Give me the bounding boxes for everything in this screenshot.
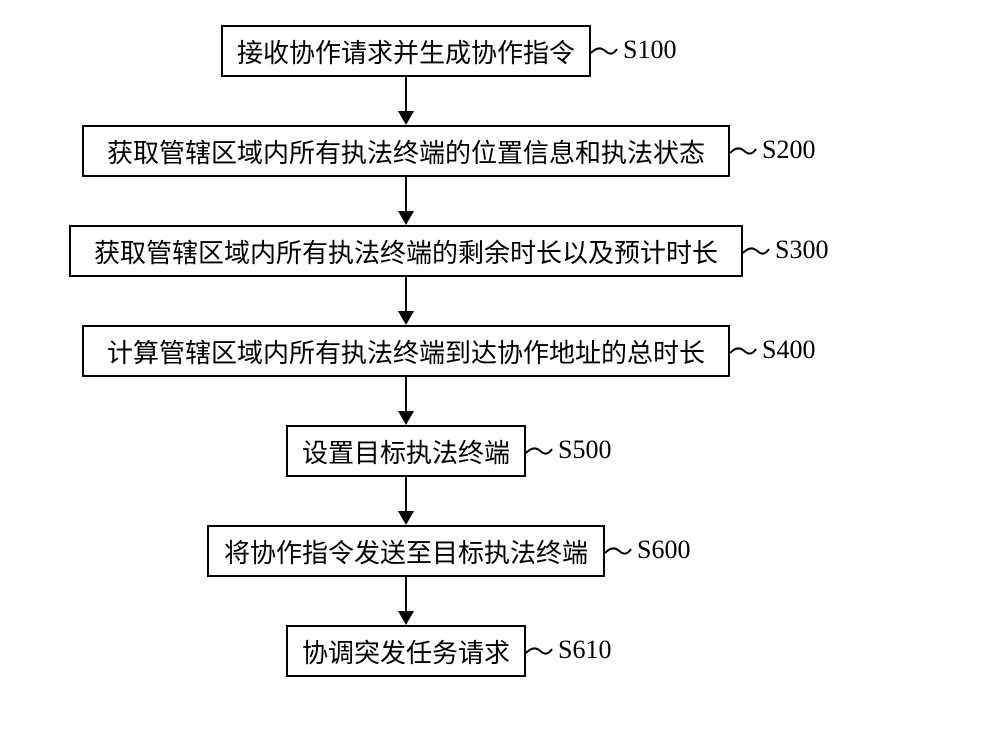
flow-edge: [405, 277, 407, 311]
flow-node-label: S500: [558, 435, 611, 465]
flow-edge: [405, 377, 407, 411]
flow-node-text: 计算管辖区域内所有执法终端到达协作地址的总时长: [107, 333, 705, 370]
arrowhead-icon: [398, 411, 414, 425]
flow-node-text: 获取管辖区域内所有执法终端的剩余时长以及预计时长: [94, 233, 718, 270]
flow-node-S610: 协调突发任务请求: [286, 625, 526, 677]
flow-node-S300: 获取管辖区域内所有执法终端的剩余时长以及预计时长: [69, 225, 743, 277]
flow-node-text: 设置目标执法终端: [302, 433, 510, 470]
flow-node-text: 将协作指令发送至目标执法终端: [224, 533, 588, 570]
arrowhead-icon: [398, 611, 414, 625]
label-connector: [605, 541, 637, 561]
label-connector: [591, 41, 623, 61]
flow-edge: [405, 177, 407, 211]
arrowhead-icon: [398, 211, 414, 225]
label-connector: [743, 241, 775, 261]
label-connector: [526, 641, 558, 661]
label-connector: [730, 141, 762, 161]
arrowhead-icon: [398, 311, 414, 325]
flow-edge: [405, 77, 407, 111]
flow-edge: [405, 477, 407, 511]
flow-node-label: S200: [762, 135, 815, 165]
flow-node-S100: 接收协作请求并生成协作指令: [221, 25, 591, 77]
flow-node-S600: 将协作指令发送至目标执法终端: [207, 525, 605, 577]
flow-node-label: S610: [558, 635, 611, 665]
flow-node-label: S300: [775, 235, 828, 265]
label-connector: [526, 441, 558, 461]
flow-node-S500: 设置目标执法终端: [286, 425, 526, 477]
flow-node-text: 接收协作请求并生成协作指令: [237, 33, 575, 70]
label-connector: [730, 341, 762, 361]
flow-node-label: S100: [623, 35, 676, 65]
flow-edge: [405, 577, 407, 611]
flow-node-label: S600: [637, 535, 690, 565]
flow-node-S200: 获取管辖区域内所有执法终端的位置信息和执法状态: [82, 125, 730, 177]
flow-node-label: S400: [762, 335, 815, 365]
arrowhead-icon: [398, 511, 414, 525]
flowchart-canvas: 接收协作请求并生成协作指令 S100 获取管辖区域内所有执法终端的位置信息和执法状态…: [0, 0, 1000, 742]
flow-node-text: 获取管辖区域内所有执法终端的位置信息和执法状态: [107, 133, 705, 170]
arrowhead-icon: [398, 111, 414, 125]
flow-node-text: 协调突发任务请求: [302, 633, 510, 670]
flow-node-S400: 计算管辖区域内所有执法终端到达协作地址的总时长: [82, 325, 730, 377]
